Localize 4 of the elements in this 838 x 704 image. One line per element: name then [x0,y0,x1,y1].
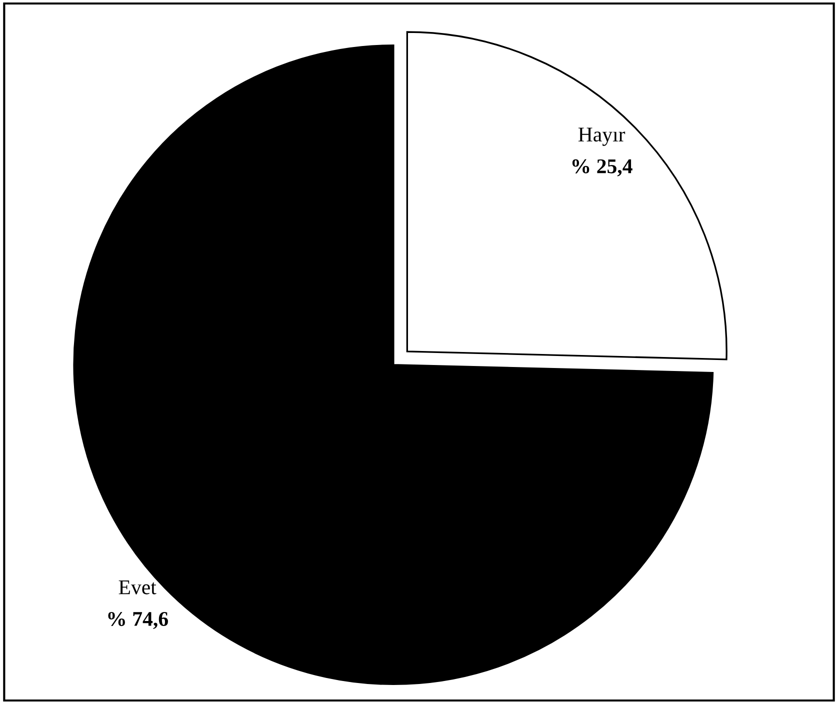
slice-label: Hayır [578,128,626,146]
slice-label: Evet [118,580,156,594]
data-label: % 25,4 [572,159,632,176]
data-label: % 74,6 [108,612,168,630]
